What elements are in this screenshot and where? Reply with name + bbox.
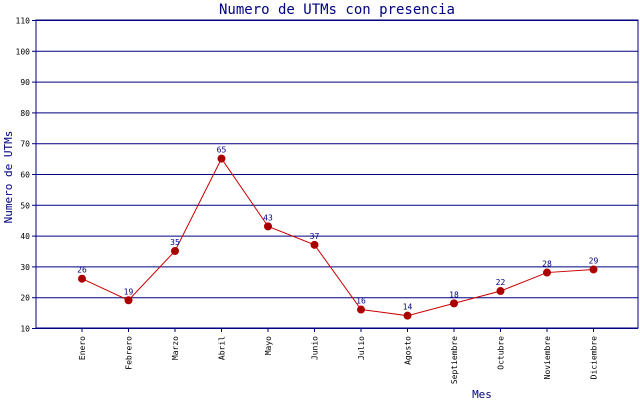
y-tick-label: 80 xyxy=(20,109,30,118)
y-tick-label: 60 xyxy=(20,171,30,180)
data-point xyxy=(543,268,551,277)
data-point xyxy=(171,247,179,255)
y-tick-label: 50 xyxy=(20,201,30,210)
x-tick-label: Octubre xyxy=(497,336,506,370)
grid-layer xyxy=(35,19,639,329)
y-tick-label: 70 xyxy=(20,140,30,149)
data-point xyxy=(310,240,319,249)
data-point xyxy=(403,311,412,320)
data-point xyxy=(78,274,86,283)
y-tick-label: 100 xyxy=(16,47,31,56)
data-label: 14 xyxy=(403,303,413,312)
data-label: 37 xyxy=(310,232,320,241)
chart-title: Numero de UTMs con presencia xyxy=(219,2,455,18)
x-tick-label: Mayo xyxy=(264,336,273,355)
y-tick-label: 110 xyxy=(16,17,31,26)
data-label: 26 xyxy=(77,266,87,275)
data-point xyxy=(496,287,505,296)
data-point xyxy=(124,296,133,305)
data-label: 18 xyxy=(449,290,459,299)
data-point xyxy=(217,154,226,163)
data-label: 28 xyxy=(542,260,552,269)
data-point xyxy=(450,299,458,308)
x-tick-label: Abril xyxy=(218,336,227,360)
y-tick-label: 30 xyxy=(20,263,30,272)
y-tick-label: 90 xyxy=(20,78,30,87)
x-tick-label: Marzo xyxy=(171,336,180,360)
data-label: 43 xyxy=(263,213,273,222)
y-axis-label: Numero de UTMs xyxy=(2,131,15,224)
data-label: 22 xyxy=(496,278,506,287)
data-label: 16 xyxy=(356,297,366,306)
data-label: 29 xyxy=(589,256,599,265)
x-tick-label: Septiembre xyxy=(450,336,459,384)
x-tick-label: Noviembre xyxy=(543,336,552,380)
data-label: 65 xyxy=(217,146,227,155)
y-tick-label: 10 xyxy=(20,325,30,334)
x-tick-label: Julio xyxy=(357,336,366,360)
x-tick-label: Agosto xyxy=(404,336,413,365)
data-point xyxy=(264,222,272,231)
series-layer: 26 19 35 65 43 37 16 14 18 22 28 29 xyxy=(77,146,598,320)
x-tick-label: Enero xyxy=(78,336,87,360)
x-tick-label: Febrero xyxy=(125,336,134,370)
data-label: 35 xyxy=(170,238,180,247)
data-label: 19 xyxy=(124,287,134,296)
data-point xyxy=(357,305,365,314)
y-tick-label: 20 xyxy=(20,294,30,303)
axis-layer: 10 20 30 40 50 60 70 80 90 100 110 Enero Febrero Marz… xyxy=(16,17,599,385)
x-tick-label: Junio xyxy=(311,336,320,360)
x-tick-label: Diciembre xyxy=(590,336,599,380)
x-axis-label: Mes xyxy=(472,388,492,400)
series-line xyxy=(81,157,594,317)
y-tick-label: 40 xyxy=(20,232,30,241)
data-point xyxy=(589,265,598,274)
